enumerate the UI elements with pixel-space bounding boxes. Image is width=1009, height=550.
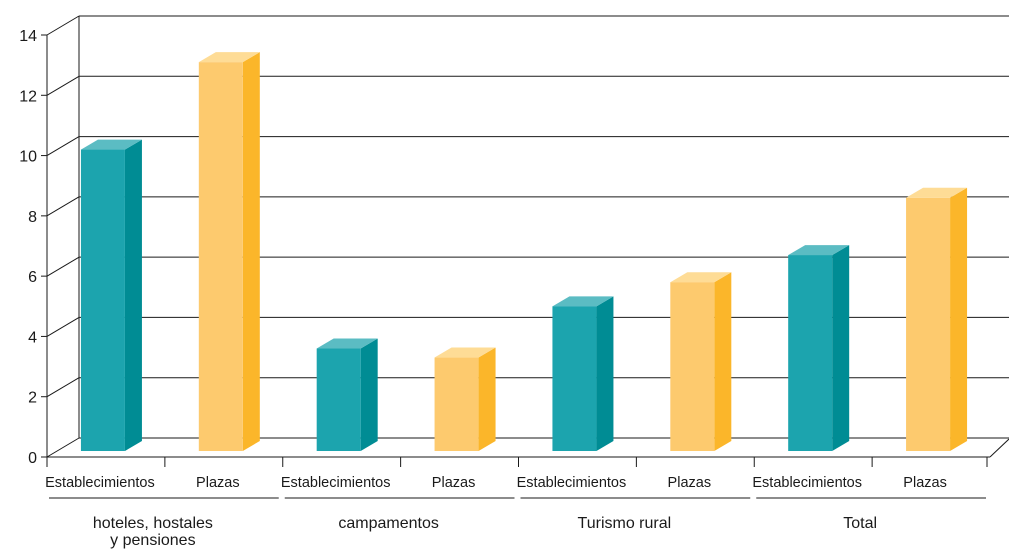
x-tick-label: Establecimientos bbox=[281, 475, 391, 491]
y-tick-label: 6 bbox=[28, 269, 37, 286]
side-wall-line bbox=[46, 437, 80, 458]
side-wall-line bbox=[46, 256, 80, 277]
group-label: y pensiones bbox=[110, 532, 195, 549]
bar-front bbox=[906, 197, 951, 451]
bar-top bbox=[552, 296, 614, 307]
bar-establecimientos bbox=[552, 296, 614, 451]
side-wall-line bbox=[46, 136, 80, 157]
x-axis: Establecimientos Plazas Establecimientos Pl… bbox=[45, 457, 988, 549]
y-tick-label: 4 bbox=[28, 329, 37, 346]
bar-side bbox=[714, 272, 732, 451]
y-tick-label: 10 bbox=[19, 149, 37, 166]
group-label: campamentos bbox=[338, 515, 439, 532]
bar-top bbox=[670, 272, 732, 283]
bar-top bbox=[316, 338, 378, 349]
bar-side bbox=[242, 52, 260, 452]
bar-top bbox=[906, 187, 968, 198]
side-wall-line bbox=[46, 75, 80, 96]
bar-front bbox=[434, 357, 479, 451]
y-tick-label: 8 bbox=[28, 209, 37, 226]
bar-establecimientos bbox=[788, 245, 850, 451]
side-wall-line bbox=[46, 377, 80, 398]
y-tick-label: 2 bbox=[28, 390, 37, 407]
x-tick-label: Establecimientos bbox=[517, 475, 627, 491]
bar-side bbox=[832, 245, 850, 451]
bar-top bbox=[198, 52, 260, 63]
bar-plazas bbox=[670, 272, 732, 451]
y-tick-label: 14 bbox=[19, 28, 37, 45]
bar-establecimientos bbox=[316, 338, 378, 451]
x-tick-label: Plazas bbox=[432, 475, 476, 491]
group-label: Turismo rural bbox=[578, 515, 672, 532]
bar-side bbox=[124, 139, 142, 452]
y-axis: 0 2 4 6 8 10 12 14 bbox=[19, 28, 47, 467]
bars bbox=[80, 52, 968, 452]
bar-top bbox=[788, 245, 850, 256]
y-tick-label: 12 bbox=[19, 88, 37, 105]
bar-plazas bbox=[906, 187, 968, 452]
x-tick-label: Plazas bbox=[196, 475, 240, 491]
bar-side bbox=[360, 338, 378, 451]
bar-plazas bbox=[198, 52, 260, 452]
bar-side bbox=[950, 187, 968, 452]
group-label: Total bbox=[843, 515, 877, 532]
x-tick-label: Plazas bbox=[903, 475, 947, 491]
bar-front bbox=[316, 348, 361, 451]
side-wall-line bbox=[46, 196, 80, 217]
bar-top bbox=[434, 347, 496, 358]
chart-walls bbox=[46, 15, 1009, 458]
x-tick-label: Establecimientos bbox=[45, 475, 155, 491]
bar-plazas bbox=[434, 347, 496, 451]
bar-front bbox=[552, 306, 597, 451]
bar-side bbox=[596, 296, 614, 451]
side-wall-line bbox=[46, 15, 80, 36]
floor-edge bbox=[989, 438, 1009, 458]
side-wall-line bbox=[46, 316, 80, 337]
x-tick-label: Establecimientos bbox=[752, 475, 862, 491]
y-tick-label: 0 bbox=[28, 450, 37, 467]
x-tick-label: Plazas bbox=[668, 475, 712, 491]
bar-front bbox=[670, 282, 715, 451]
bar-front bbox=[80, 149, 125, 452]
bar-establecimientos bbox=[80, 139, 142, 452]
group-label: hoteles, hostales bbox=[93, 515, 213, 532]
bar-front bbox=[198, 62, 243, 452]
bar-top bbox=[80, 139, 142, 150]
bar-side bbox=[478, 347, 496, 451]
bar-front bbox=[788, 255, 833, 451]
